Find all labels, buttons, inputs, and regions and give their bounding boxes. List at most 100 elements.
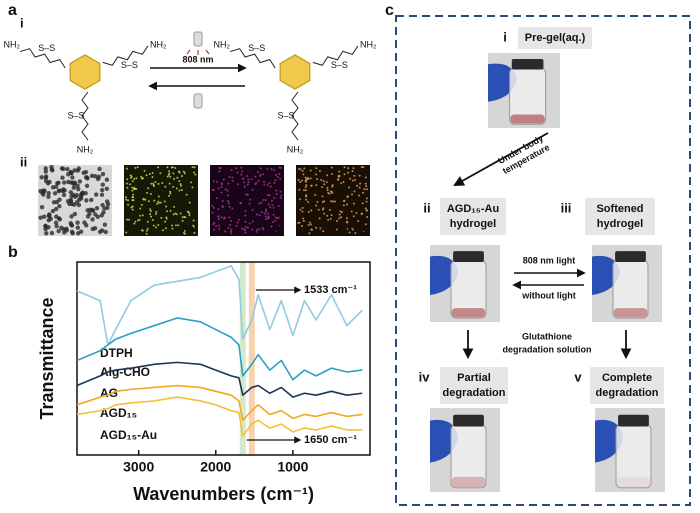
eds-dot: [270, 199, 273, 202]
eds-dot: [256, 228, 259, 231]
eds-dot: [277, 224, 280, 227]
eds-dot: [172, 185, 175, 188]
eds-dot: [145, 229, 148, 232]
eds-dot: [274, 216, 277, 219]
eds-dot: [243, 181, 246, 184]
eds-dot: [255, 230, 258, 233]
eds-dot: [299, 168, 302, 171]
eds-dot: [215, 225, 218, 228]
series-label: AG: [100, 386, 118, 400]
eds-dot: [258, 202, 261, 205]
disulfide-label: S–S: [277, 110, 294, 120]
step-title: AGD₁₅-Au: [447, 203, 499, 215]
eds-dot: [345, 220, 348, 223]
eds-dot: [310, 184, 313, 187]
eds-dot: [364, 223, 367, 226]
eds-dot: [279, 177, 282, 180]
eds-dot: [166, 166, 169, 169]
gold-nanoparticle: [279, 54, 311, 90]
eds-dot: [310, 228, 313, 231]
eds-dot: [347, 171, 350, 174]
eds-dot: [305, 180, 308, 183]
eds-dot: [335, 228, 338, 231]
eds-dot: [136, 219, 139, 222]
eds-dot: [194, 173, 197, 176]
eds-dot: [278, 166, 281, 169]
eds-dot: [352, 202, 355, 205]
eds-dot: [143, 169, 146, 172]
eds-dot: [169, 209, 172, 212]
eds-dot: [273, 197, 276, 200]
spectrum-line: [76, 384, 363, 422]
vial-liquid: [613, 308, 648, 318]
eds-dot: [248, 202, 251, 205]
eds-dot: [264, 199, 267, 202]
eds-dot: [220, 185, 223, 188]
eds-dot: [90, 226, 95, 232]
eds-dot: [301, 206, 304, 209]
step-numeral: iii: [561, 200, 572, 215]
eds-dot: [100, 202, 105, 208]
eds-dot: [133, 178, 136, 181]
eds-dot: [54, 199, 60, 205]
eds-dot: [171, 166, 174, 169]
eds-dot: [257, 170, 260, 173]
series-label: AGD₁₅-Au: [100, 428, 157, 442]
eds-dot: [222, 178, 225, 181]
eds-dot: [265, 215, 268, 218]
lamp-on: [193, 31, 203, 47]
eds-dot: [244, 214, 247, 217]
eds-dot: [364, 176, 367, 179]
eds-dot: [340, 211, 343, 214]
eds-dot: [131, 199, 134, 202]
eds-dot: [318, 170, 321, 173]
eds-dot: [274, 219, 277, 222]
eds-dot: [75, 220, 80, 225]
eds-dot: [46, 190, 51, 196]
eds-dot: [228, 216, 231, 219]
eds-dot: [140, 203, 143, 206]
eds-dot: [141, 214, 144, 217]
eds-dot: [230, 228, 233, 231]
eds-dot: [342, 204, 345, 207]
eds-dot: [135, 177, 138, 180]
eds-dot: [193, 171, 196, 174]
eds-dot: [302, 219, 305, 222]
eds-dot: [343, 199, 346, 202]
eds-dot: [340, 182, 343, 185]
eds-dot: [77, 179, 83, 184]
eds-image: [124, 165, 198, 236]
eds-dot: [349, 177, 352, 180]
eds-dot: [246, 174, 249, 177]
eds-dot: [104, 177, 110, 182]
eds-dot: [154, 181, 157, 184]
eds-dot: [212, 180, 215, 183]
eds-dot: [179, 183, 182, 186]
eds-dot: [322, 207, 325, 210]
eds-dot: [134, 220, 137, 223]
eds-dot: [241, 177, 244, 180]
eds-dot: [134, 166, 137, 169]
eds-dot: [178, 189, 181, 192]
eds-dot: [259, 173, 262, 176]
eds-dot: [314, 194, 317, 197]
eds-dot: [326, 186, 329, 189]
eds-dot: [75, 225, 80, 230]
eds-dot: [250, 178, 253, 181]
eds-dot: [321, 200, 324, 203]
eds-dot: [346, 195, 349, 198]
eds-dot: [132, 193, 135, 196]
eds-dot: [227, 200, 230, 203]
eds-dot: [260, 201, 263, 204]
eds-dot: [266, 184, 269, 187]
eds-dot: [301, 169, 304, 172]
eds-dot: [212, 206, 215, 209]
eds-dot: [239, 202, 242, 205]
eds-dot: [360, 213, 363, 216]
eds-dot: [275, 173, 278, 176]
eds-dot: [251, 188, 254, 191]
eds-dot: [131, 189, 134, 192]
ligand-chain: [312, 45, 359, 66]
eds-dot: [365, 197, 368, 200]
eds-dot: [61, 192, 67, 198]
